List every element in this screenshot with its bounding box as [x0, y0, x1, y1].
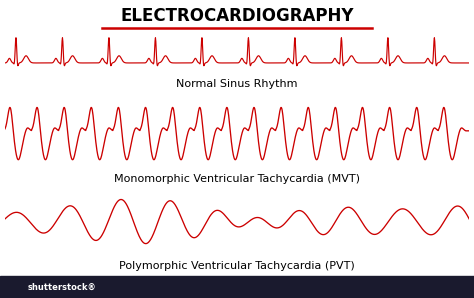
Text: Polymorphic Ventricular Tachycardia (PVT): Polymorphic Ventricular Tachycardia (PVT… [119, 261, 355, 271]
Text: Monomorphic Ventricular Tachycardia (MVT): Monomorphic Ventricular Tachycardia (MVT… [114, 174, 360, 184]
Text: Normal Sinus Rhythm: Normal Sinus Rhythm [176, 79, 298, 89]
Text: ELECTROCARDIOGRAPHY: ELECTROCARDIOGRAPHY [120, 7, 354, 25]
Bar [0, 276, 474, 298]
Text: shutterstock®: shutterstock® [27, 283, 96, 291]
